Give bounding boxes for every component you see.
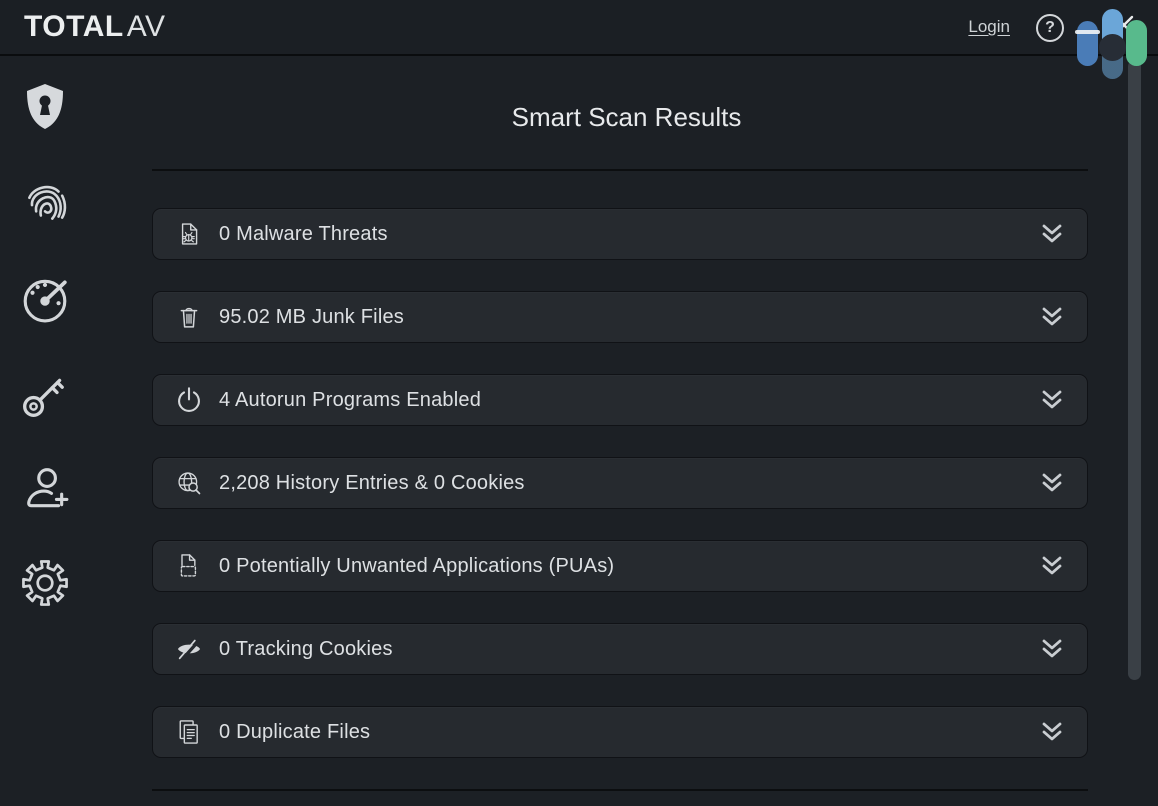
chevron-double-down-icon <box>1042 307 1062 326</box>
sidebar-nav <box>0 56 95 806</box>
expand-row-button[interactable] <box>1039 471 1065 495</box>
sidebar-item-settings[interactable] <box>20 558 70 608</box>
key-icon <box>23 378 64 417</box>
expand-row-button[interactable] <box>1039 305 1065 329</box>
sidebar-item-password-vault[interactable] <box>20 370 70 420</box>
result-row-history[interactable]: 2,208 History Entries & 0 Cookies <box>152 457 1088 509</box>
globe-search-icon <box>175 469 203 497</box>
chevron-double-down-icon <box>1042 722 1062 741</box>
result-row-tracking-cookies[interactable]: 0 Tracking Cookies <box>152 623 1088 675</box>
question-mark-icon: ? <box>1045 19 1055 36</box>
power-icon <box>175 386 203 414</box>
logo-av: AV <box>126 10 166 43</box>
main-panel: Smart Scan Results 0 Malware Threats <box>95 56 1158 806</box>
expand-row-button[interactable] <box>1039 637 1065 661</box>
expand-row-button[interactable] <box>1039 720 1065 744</box>
chevron-double-down-icon <box>1042 390 1062 409</box>
gear-icon <box>22 560 68 606</box>
sidebar-item-refer-friend[interactable] <box>20 464 70 514</box>
header-bar: TOTAL AV Login ? <box>0 0 1158 56</box>
close-button[interactable] <box>1110 11 1138 39</box>
page-title: Smart Scan Results <box>511 102 742 132</box>
result-row-duplicate-files[interactable]: 0 Duplicate Files <box>152 706 1088 758</box>
totalav-logo: TOTAL AV <box>24 10 166 44</box>
malware-file-icon <box>175 220 203 248</box>
result-label: 0 Potentially Unwanted Applications (PUA… <box>219 554 615 577</box>
result-label: 4 Autorun Programs Enabled <box>219 388 482 411</box>
sidebar-item-antivirus[interactable] <box>20 82 70 132</box>
package-file-icon <box>175 552 203 580</box>
scrollbar-thumb[interactable] <box>1128 60 1141 680</box>
gauge-icon <box>23 279 67 323</box>
scan-results-list: 0 Malware Threats 95.02 MB Junk <box>152 208 1088 758</box>
result-label: 0 Tracking Cookies <box>219 637 393 660</box>
result-label: 0 Duplicate Files <box>219 720 371 743</box>
chevron-double-down-icon <box>1042 473 1062 492</box>
result-label: 2,208 History Entries & 0 Cookies <box>219 471 525 494</box>
sidebar-item-privacy[interactable] <box>20 178 70 228</box>
result-label: 95.02 MB Junk Files <box>219 305 404 328</box>
user-plus-icon <box>27 468 69 508</box>
chevron-double-down-icon <box>1042 224 1062 243</box>
result-row-junk-files[interactable]: 95.02 MB Junk Files <box>152 291 1088 343</box>
sidebar-item-tuneup[interactable] <box>20 274 70 324</box>
login-link[interactable]: Login <box>968 17 1010 36</box>
result-row-malware[interactable]: 0 Malware Threats <box>152 208 1088 260</box>
result-row-puas[interactable]: 0 Potentially Unwanted Applications (PUA… <box>152 540 1088 592</box>
duplicate-files-icon <box>175 718 203 746</box>
result-row-autorun[interactable]: 4 Autorun Programs Enabled <box>152 374 1088 426</box>
shield-keyhole-icon <box>27 84 63 129</box>
help-button[interactable]: ? <box>1036 14 1064 42</box>
result-label: 0 Malware Threats <box>219 222 388 245</box>
title-divider <box>152 169 1088 171</box>
trash-icon <box>175 303 203 331</box>
bottom-divider <box>152 789 1088 791</box>
expand-row-button[interactable] <box>1039 222 1065 246</box>
fingerprint-icon <box>28 185 67 220</box>
chevron-double-down-icon <box>1042 639 1062 658</box>
close-icon <box>1114 15 1134 35</box>
expand-row-button[interactable] <box>1039 388 1065 412</box>
eye-off-icon <box>175 635 203 663</box>
chevron-double-down-icon <box>1042 556 1062 575</box>
expand-row-button[interactable] <box>1039 554 1065 578</box>
logo-total: TOTAL <box>24 10 124 43</box>
